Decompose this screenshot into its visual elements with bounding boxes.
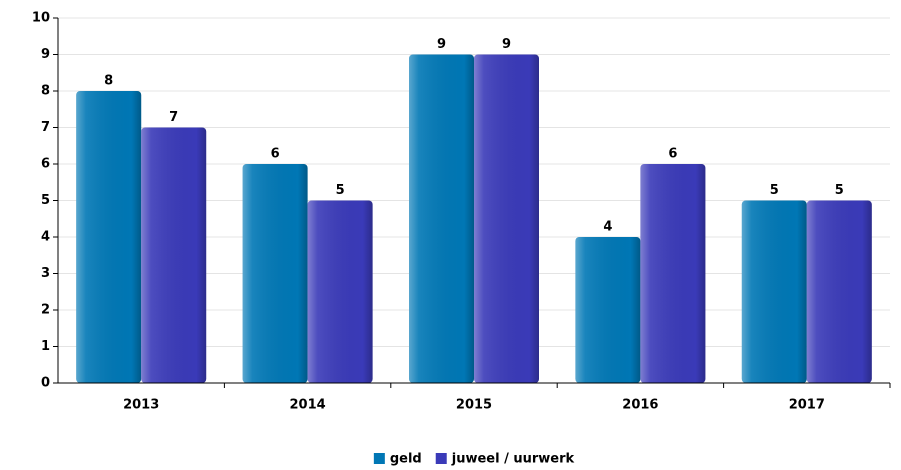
legend-label: juweel / uurwerk	[451, 452, 575, 467]
data-label: 5	[835, 183, 844, 198]
data-label: 8	[104, 74, 113, 89]
bar-shine	[741, 200, 807, 383]
y-tick-label: 10	[32, 11, 50, 26]
x-tick-label: 2014	[290, 398, 326, 413]
y-tick-label: 6	[41, 157, 50, 172]
legend-swatch	[373, 453, 385, 464]
legend-swatch	[435, 453, 447, 464]
y-tick-label: 4	[41, 230, 50, 245]
y-tick-label: 0	[41, 376, 50, 391]
bar-shine	[806, 200, 872, 383]
x-tick-label: 2016	[622, 398, 658, 413]
bar-shine	[575, 237, 641, 383]
y-tick-label: 9	[41, 47, 50, 62]
x-tick-label: 2013	[123, 398, 159, 413]
bar-shine	[409, 54, 474, 383]
bar-shine	[76, 91, 142, 383]
x-tick-label: 2015	[456, 398, 492, 413]
bar-shine	[242, 164, 308, 383]
bar-shine	[474, 54, 539, 383]
y-tick-label: 7	[41, 120, 50, 135]
data-label: 9	[502, 37, 511, 52]
data-label: 4	[603, 220, 612, 235]
x-tick-label: 2017	[789, 398, 825, 413]
bar-shine	[640, 164, 706, 383]
bar-shine	[307, 200, 373, 383]
data-label: 6	[668, 147, 677, 162]
bar-shine	[141, 127, 207, 383]
legend-label: geld	[390, 452, 422, 467]
y-tick-label: 5	[41, 193, 50, 208]
data-label: 6	[271, 147, 280, 162]
y-tick-label: 2	[41, 303, 50, 318]
y-tick-label: 3	[41, 266, 50, 281]
data-label: 5	[336, 183, 345, 198]
data-label: 5	[770, 183, 779, 198]
data-label: 7	[169, 110, 178, 125]
data-label: 9	[437, 37, 446, 52]
y-tick-label: 8	[41, 84, 50, 99]
y-tick-label: 1	[41, 339, 50, 354]
